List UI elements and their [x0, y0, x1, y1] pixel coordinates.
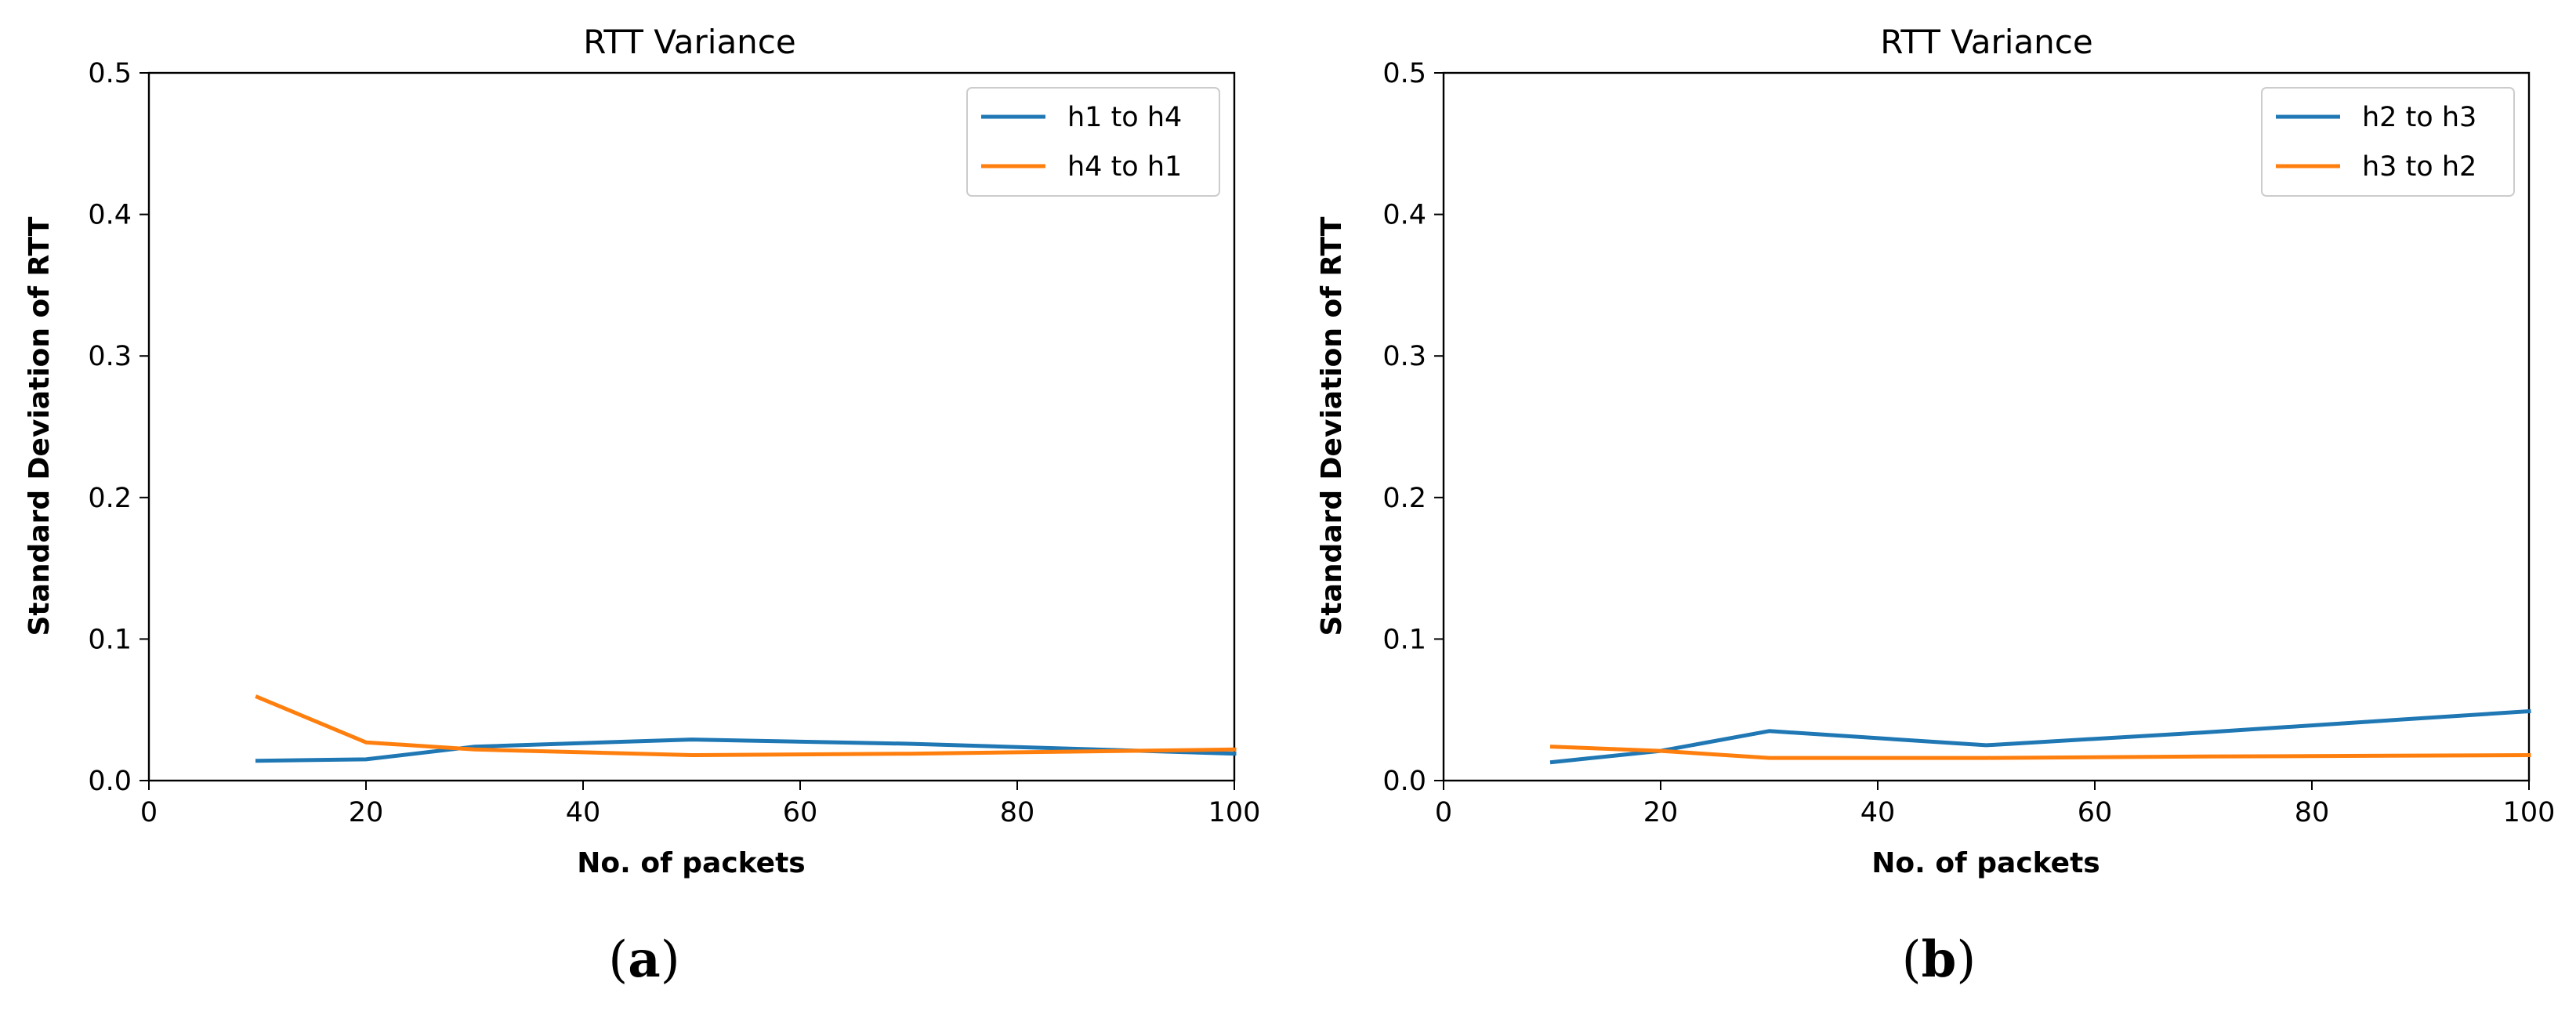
x-tick-label: 20: [349, 797, 384, 828]
y-axis-ticks: 0.0 0.1 0.2 0.3 0.4 0.5: [88, 58, 149, 797]
x-tick-label: 100: [2503, 797, 2556, 828]
series-lines: [255, 694, 1237, 763]
panel-caption: (b): [1902, 930, 1976, 989]
x-tick-label: 0: [1435, 797, 1452, 828]
series-line-blue: [1549, 708, 2531, 765]
y-axis-label: Standard Deviation of RTT: [24, 216, 56, 636]
legend: h1 to h4 h4 to h1: [966, 87, 1220, 197]
x-axis-ticks: 0 20 40 60 80 100: [1435, 781, 2556, 828]
panel-caption: (a): [608, 930, 679, 989]
y-tick-label: 0.0: [1382, 766, 1426, 797]
legend-label: h3 to h2: [2362, 151, 2476, 183]
legend: h2 to h3 h3 to h2: [2261, 87, 2515, 197]
plot-area-frame: [1442, 71, 2531, 782]
plot-area-frame: [147, 71, 1236, 782]
x-tick-label: 60: [2078, 797, 2113, 828]
x-tick-label: 20: [1643, 797, 1679, 828]
chart-panel-b: RTT Variance 0 20 40 60 80 100 0.00.10.20.30.…: [1316, 23, 2555, 989]
series-line-orange: [255, 694, 1237, 757]
y-tick-label: 0.5: [88, 58, 132, 89]
legend-label: h2 to h3: [2362, 102, 2476, 133]
y-tick-label: 0.1: [1382, 624, 1426, 655]
y-tick-label: 0.4: [1382, 200, 1426, 231]
x-tick-label: 80: [2295, 797, 2330, 828]
caption-open-paren: (: [608, 931, 628, 989]
y-tick-label: 0.1: [88, 624, 132, 655]
y-tick-label: 0.0: [88, 766, 132, 797]
x-axis-label: No. of packets: [577, 847, 805, 879]
caption-close-paren: ): [661, 931, 680, 989]
x-tick-label: 60: [783, 797, 818, 828]
x-tick-label: 40: [566, 797, 601, 828]
x-axis-ticks: 0 20 40 60 80 100: [140, 781, 1261, 828]
legend-label: h1 to h4: [1067, 102, 1182, 133]
y-tick-label: 0.4: [88, 200, 132, 231]
x-tick-label: 80: [1000, 797, 1035, 828]
caption-close-paren: ): [1956, 931, 1976, 989]
y-tick-label: 0.3: [88, 341, 132, 372]
y-tick-label: 0.3: [1382, 341, 1426, 372]
caption-letter: b: [1922, 930, 1957, 989]
y-tick-label: 0.2: [88, 483, 132, 514]
y-tick-label: 0.5: [1382, 58, 1426, 89]
x-tick-label: 40: [1860, 797, 1896, 828]
x-axis-label: No. of packets: [1871, 847, 2100, 879]
chart-title: RTT Variance: [1880, 23, 2092, 61]
y-axis-label: Standard Deviation of RTT: [1316, 216, 1348, 636]
chart-title: RTT Variance: [583, 23, 795, 61]
caption-open-paren: (: [1902, 931, 1922, 989]
x-tick-label: 0: [140, 797, 158, 828]
caption-letter: a: [628, 930, 660, 989]
y-axis-ticks: 0.0 0.1 0.2 0.3 0.4 0.5: [1382, 58, 1444, 797]
series-line-orange: [1549, 745, 2531, 760]
legend-label: h4 to h1: [1067, 151, 1182, 183]
x-tick-label: 100: [1208, 797, 1261, 828]
series-lines: [1549, 708, 2531, 765]
series-line-blue: [255, 737, 1237, 763]
y-tick-label: 0.2: [1382, 483, 1426, 514]
chart-panel-a: RTT Variance 0 20 40 60 80 100 0.00.10.20.30.…: [24, 23, 1260, 989]
